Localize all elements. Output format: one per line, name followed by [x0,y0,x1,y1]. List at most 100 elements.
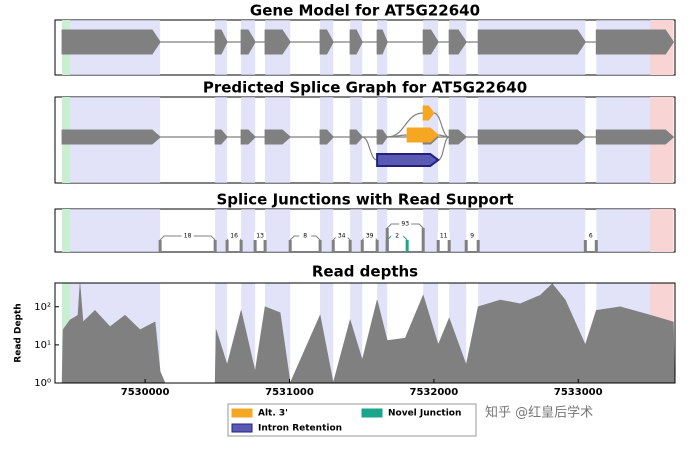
junction-count: 18 [184,233,192,240]
exon [448,29,467,55]
junction-post [436,240,440,252]
exon-shade [241,209,256,252]
junction-post [318,240,322,252]
junction-count: 13 [256,233,264,240]
exon-shade [478,209,586,252]
exon-shade [350,209,363,252]
junction-post [158,240,162,252]
panel-frame [54,96,676,184]
x-tick-label: 7533000 [554,387,603,398]
exon [595,29,675,55]
utr5-shade [62,209,71,252]
exon [264,29,291,55]
junction-post [464,240,468,252]
legend-label: Novel Junction [388,409,461,419]
junction-post [476,240,480,252]
exon [61,129,161,145]
exon-shade [377,209,388,252]
exon [349,129,363,145]
legend-swatch [361,408,383,418]
exon [422,29,439,55]
exon-shade [320,209,334,252]
junction-label-bg [299,232,312,240]
exon [214,29,228,55]
intron-retention-node [376,153,440,167]
panel-frame [54,208,676,253]
junction-post [263,240,267,252]
y-tick-label: 10¹ [34,340,51,351]
exon [240,129,256,145]
junction-label-bg [363,232,376,240]
exon-shade [265,209,291,252]
junction-label-bg [228,232,241,240]
legend-swatch [231,423,253,433]
junction-post [385,228,389,252]
exon-shade [215,209,228,252]
legend-swatch [231,408,253,418]
exon [319,129,334,145]
panel-title: Predicted Splice Graph for AT5G22640 [203,79,527,97]
alt3-node [406,127,439,143]
junction-label-bg [466,232,479,240]
panel-frame [54,19,676,76]
edge [437,136,450,161]
exon [376,129,388,145]
exon-shade [215,283,228,383]
x-tick-label: 7532000 [410,387,459,398]
junction-post [225,240,229,252]
legend-label: Alt. 3' [258,409,288,419]
edge [362,136,378,161]
exon [595,129,675,145]
junction-post [239,240,243,252]
legend-box [227,403,477,437]
panel-title: Gene Model for AT5G22640 [250,2,480,20]
junction-post [375,240,379,252]
exon [477,129,587,145]
exon-shade [449,209,467,252]
exon [319,29,334,55]
plot-frame [54,282,676,384]
junction-post [360,240,364,252]
junction-count: 93 [401,221,409,228]
junction-count: 16 [230,233,238,240]
junction-post [348,240,352,252]
junction-post [583,240,587,252]
x-tick-label: 7531000 [265,387,314,398]
junction-label-bg [391,232,404,240]
exon-shade [62,209,161,252]
junction-label-bg [335,232,348,240]
junction-count: 39 [366,233,374,240]
junction-post [253,240,257,252]
x-tick-label: 7530000 [121,387,170,398]
exon [477,29,586,55]
y-tick-label: 10⁰ [34,378,51,389]
legend-label: Intron Retention [258,424,342,434]
junction-post [594,240,598,252]
panel-title: Splice Junctions with Read Support [216,191,513,209]
junction-count: 11 [440,233,448,240]
junction-count: 6 [589,233,593,240]
junction-post [288,240,292,252]
junction-label-bg [437,232,450,240]
exon [349,29,363,55]
junction-post [421,228,425,252]
exon-shade [423,209,439,252]
y-tick-label: 10² [34,302,51,313]
junction-label-bg [254,232,267,240]
watermark: 知乎 @红皇后学术 [485,405,593,421]
junction-post [331,240,335,252]
junction-post [405,240,409,252]
alt3-node [422,105,435,121]
panel-title: Read depths [312,263,418,281]
exon [448,129,467,145]
junction-count: 2 [395,233,399,240]
junction-count: 8 [303,233,307,240]
utr3-shade [650,209,674,252]
junction-label-bg [399,220,412,228]
junction-label-bg [584,232,597,240]
junction-count: 34 [338,233,346,240]
edge [387,134,408,138]
exon [214,129,228,145]
exon [61,29,161,55]
